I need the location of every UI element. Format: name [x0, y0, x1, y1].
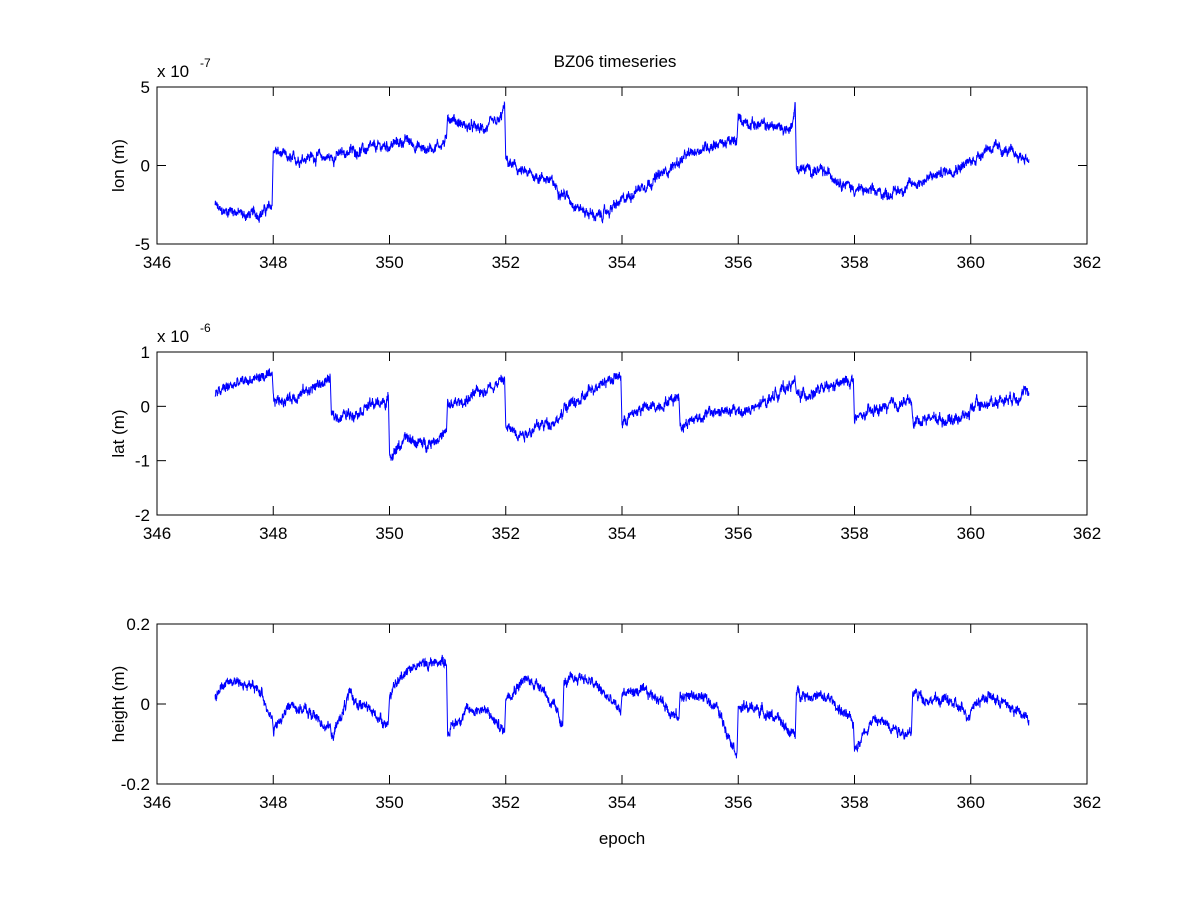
panel-2: 346 348 350 352 354 356 358 360 362 -2 -1 0 1 x 10 -6 l…: [109, 321, 1101, 543]
y-tick-label: 0.2: [126, 615, 150, 634]
x-tick-label: 354: [608, 253, 636, 272]
x-tick-label: 346: [143, 793, 171, 812]
y-tick-label: -5: [135, 235, 150, 254]
x-tick-label: 358: [840, 793, 868, 812]
y-axis-label: lon (m): [109, 139, 128, 192]
y-tick-label: 0: [141, 157, 150, 176]
y-tick-label: 0: [141, 397, 150, 416]
x-tick-label: 356: [724, 524, 752, 543]
x-tick-label: 350: [375, 793, 403, 812]
series-line: [214, 654, 1030, 759]
x-tick-label: 356: [724, 793, 752, 812]
x-tick-label: 348: [259, 793, 287, 812]
x-tick-label: 358: [840, 524, 868, 543]
panel-3: 346 348 350 352 354 356 358 360 362 -0.2 0 0.2 heigh…: [109, 615, 1101, 848]
exponent-label: x 10: [157, 327, 189, 346]
x-tick-label: 360: [957, 793, 985, 812]
y-tick-label: -1: [135, 452, 150, 471]
x-tick-label: 362: [1073, 793, 1101, 812]
x-tick-label: 354: [608, 524, 636, 543]
panel-1: 346 348 350 352 354 356 358 360 362 -5 0 5 x 10 -7 lon…: [109, 56, 1101, 272]
y-tick-label: 5: [141, 78, 150, 97]
x-tick-label: 356: [724, 253, 752, 272]
y-tick-label: -2: [135, 506, 150, 525]
series-line: [214, 368, 1030, 461]
y-tick-label: 1: [141, 343, 150, 362]
y-axis-label: lat (m): [109, 409, 128, 457]
figure-title: BZ06 timeseries: [554, 52, 677, 71]
exponent-superscript: -7: [200, 56, 211, 70]
x-tick-label: 360: [957, 524, 985, 543]
y-tick-label: 0: [141, 695, 150, 714]
exponent-superscript: -6: [200, 321, 211, 335]
x-tick-label: 346: [143, 253, 171, 272]
x-tick-label: 362: [1073, 253, 1101, 272]
x-tick-label: 352: [492, 253, 520, 272]
x-axis-label: epoch: [599, 829, 645, 848]
x-tick-label: 348: [259, 524, 287, 543]
exponent-label: x 10: [157, 62, 189, 81]
x-tick-label: 350: [375, 253, 403, 272]
x-tick-label: 358: [840, 253, 868, 272]
x-tick-label: 350: [375, 524, 403, 543]
x-tick-label: 360: [957, 253, 985, 272]
series-line: [214, 100, 1030, 224]
y-axis-label: height (m): [109, 666, 128, 743]
x-tick-label: 354: [608, 793, 636, 812]
axes-layer: 346 348 350 352 354 356 358 360 362 -5 0 5 x 10 -7 lon…: [109, 56, 1101, 848]
x-tick-label: 352: [492, 524, 520, 543]
y-tick-label: -0.2: [121, 775, 150, 794]
x-tick-label: 348: [259, 253, 287, 272]
x-tick-label: 346: [143, 524, 171, 543]
x-tick-label: 352: [492, 793, 520, 812]
x-tick-label: 362: [1073, 524, 1101, 543]
